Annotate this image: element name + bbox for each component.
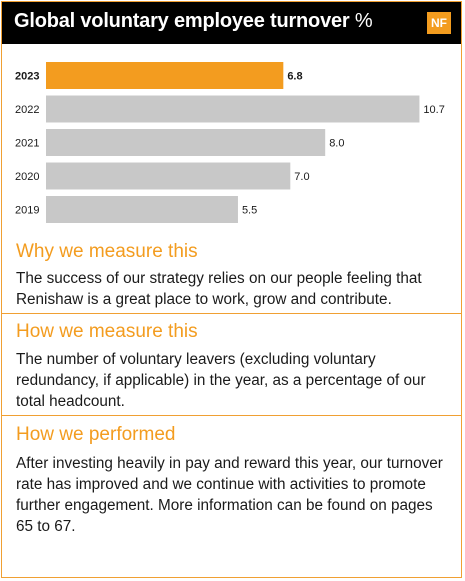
value-label-2023: 6.8 xyxy=(287,71,302,83)
how-measure-title: How we measure this xyxy=(16,321,198,342)
value-label-2019: 5.5 xyxy=(242,205,257,217)
category-label-2021: 2021 xyxy=(15,138,39,150)
bar-chart: 2023 6.8 2022 10.7 2021 8.0 2020 7.0 2019 5.5 xyxy=(15,62,445,223)
bar-2023 xyxy=(46,62,284,89)
how-performed-title: How we performed xyxy=(16,424,176,445)
value-label-2020: 7.0 xyxy=(294,171,309,183)
category-label-2019: 2019 xyxy=(15,205,39,217)
category-label-2020: 2020 xyxy=(15,171,39,183)
how-performed-body: After investing heavily in pay and rewar… xyxy=(16,455,443,535)
bar-2019 xyxy=(46,196,238,223)
section-divider xyxy=(2,313,461,314)
why-measure-body: The success of our strategy relies on ou… xyxy=(16,270,422,308)
chart-title-unit: % xyxy=(354,10,373,32)
why-measure-title: Why we measure this xyxy=(16,241,198,262)
chart-title-text: Global voluntary employee turnover xyxy=(14,10,350,32)
bar-2020 xyxy=(46,162,291,190)
category-label-2023: 2023 xyxy=(15,71,39,83)
bar-2021 xyxy=(46,129,326,156)
section-divider xyxy=(2,415,461,416)
card-header: Global voluntary employee turnover % NF xyxy=(2,2,461,44)
category-label-2022: 2022 xyxy=(15,104,39,116)
value-label-2022: 10.7 xyxy=(423,104,444,116)
value-label-2021: 8.0 xyxy=(329,138,344,150)
bar-2022 xyxy=(46,95,420,123)
chart-title: Global voluntary employee turnover % xyxy=(14,10,373,33)
nf-badge: NF xyxy=(427,12,451,34)
how-measure-body: The number of voluntary leavers (excludi… xyxy=(16,351,426,410)
